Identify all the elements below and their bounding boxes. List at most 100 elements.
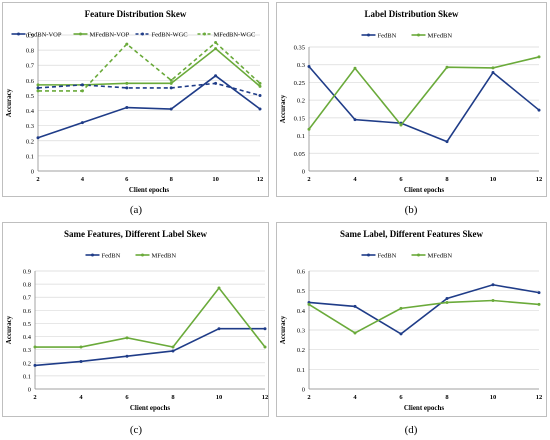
chart-panel-a: Feature Distribution Skew 0 0.1 0.2 0.3 0.4 0.… [2,2,269,197]
chart-c-xtick-label: 8 [171,394,175,401]
chart-d-point [537,291,541,295]
chart-c-ytick-label: 0.1 [23,373,31,380]
chart-b-ytick-label: 0.1 [297,133,305,140]
chart-a-ytick-label: 0.7 [26,63,35,70]
chart-c-ytick-label: 0.6 [23,308,32,315]
chart-b-legend-label: FedBN [378,33,397,40]
chart-a-point [214,47,218,51]
chart-c-ytick-label: 0.5 [23,321,31,328]
chart-a-title: Feature Distribution Skew [85,9,187,19]
chart-d-ytick-label: 0.3 [297,328,305,335]
chart-a-xlabel: Client epochs [129,186,170,194]
chart-c-legend-marker [91,253,94,257]
chart-c-point [33,345,37,349]
chart-c-title: Same Features, Different Label Skew [64,229,207,239]
chart-b-legend-marker [367,33,370,37]
chart-b-ytick-label: 0.35 [294,45,305,52]
caption-a: (a) [129,204,143,216]
chart-d-point [491,283,495,287]
chart-a-xtick-label: 12 [257,176,264,183]
chart-c-xtick-label: 12 [262,394,268,401]
chart-d-series-line-2 [308,299,540,334]
caption-c: (c) [129,424,143,436]
chart-a-ytick-label: 0.6 [26,78,35,85]
chart-b-point [307,64,311,68]
chart-d-point [399,306,403,310]
chart-d-xtick-label: 8 [445,394,449,401]
chart-b-point [445,140,449,144]
chart-a-point [80,89,84,93]
chart-a-point [169,81,173,85]
chart-c-point [33,363,37,367]
chart-a-series-line-3 [37,82,261,97]
chart-c-legend-label: MFedBN [152,253,177,260]
chart-a: Feature Distribution Skew 0 0.1 0.2 0.3 0.4 0.… [5,9,264,194]
chart-b-ytick-label: 0.15 [294,115,305,122]
chart-a-point [36,86,40,90]
chart-d-point [445,300,449,304]
chart-a-point [169,107,173,111]
chart-c-ytick-label: 0.2 [23,360,31,367]
chart-a-xtick-label: 8 [170,176,174,183]
chart-c-legend-label: FedBN [102,253,121,260]
chart-a-ytick-label: 0.9 [26,33,34,40]
chart-c-series-line-1 [34,327,265,367]
chart-d-point [353,331,357,335]
chart-c-xtick-label: 2 [33,394,36,401]
chart-b-xtick-label: 10 [490,176,497,183]
chart-a-legend-label: FedBN-VOP [28,32,62,39]
chart-b-legend-label: MFedBN [428,33,453,40]
chart-a-xtick-label: 6 [125,176,129,183]
chart-a-series-line-1 [37,74,261,139]
chart-a-point [125,42,129,46]
chart-c-point [217,327,221,331]
chart-a-legend-marker [17,32,20,36]
chart-b-point [399,123,403,127]
chart-b-xtick-label: 2 [307,176,310,183]
chart-d-point [491,299,495,302]
chart-c-point [263,327,267,331]
chart-c-xtick-label: 4 [79,394,83,401]
chart-c-ytick-label: 0.9 [23,269,31,276]
chart-b-point [537,108,541,112]
chart-a-ytick-label: 0.8 [26,48,34,55]
chart-a-point [36,136,40,140]
chart-a-ytick-label: 0.4 [26,108,35,115]
chart-d-ylabel: Accuracy [279,315,287,344]
chart-a-point [80,83,84,87]
chart-d-xtick-label: 10 [490,394,497,401]
chart-c-point [217,286,221,290]
chart-a-point [258,81,262,85]
chart-b-ytick-label: 0.25 [294,80,305,87]
chart-c-ytick-label: 0 [28,387,31,394]
chart-d-legend-marker [367,253,370,257]
chart-d-title: Same Label, Different Features Skew [340,229,483,239]
chart-a-legend-marker [141,32,144,36]
chart-b-point [491,71,495,75]
chart-a-point [258,84,262,88]
caption-b: (b) [404,204,418,216]
chart-b-ylabel: Accuracy [279,94,287,123]
chart-b-point [353,118,357,122]
chart-a-xtick-label: 4 [81,176,85,183]
chart-d-point [307,302,311,306]
chart-a-ytick-label: 0.1 [26,153,34,160]
chart-d: Same Label, Different Features Skew 0 0.1 0… [279,229,543,412]
chart-a-ytick-label: 0 [31,169,34,176]
chart-d-xtick-label: 6 [399,394,403,401]
chart-d-xtick-label: 2 [307,394,310,401]
chart-b-xtick-label: 6 [399,176,403,183]
caption-d: (d) [404,424,418,436]
chart-b-series-line-1 [308,65,540,143]
chart-a-point [258,93,262,97]
chart-d-xtick-label: 12 [536,394,543,401]
chart-b-ytick-label: 0.3 [297,62,305,69]
chart-d-legend-label: MFedBN [428,253,453,260]
chart-c-ytick-label: 0.3 [23,347,31,354]
chart-d-ytick-label: 0.5 [297,288,305,295]
chart-c: Same Features, Different Label Skew 0 0.1 0… [5,229,268,412]
chart-b-ytick-label: 0 [302,169,305,176]
chart-d-legend-marker [417,253,420,257]
chart-panel-c: Same Features, Different Label Skew 0 0.1 0… [2,222,269,417]
chart-a-point [258,107,262,111]
